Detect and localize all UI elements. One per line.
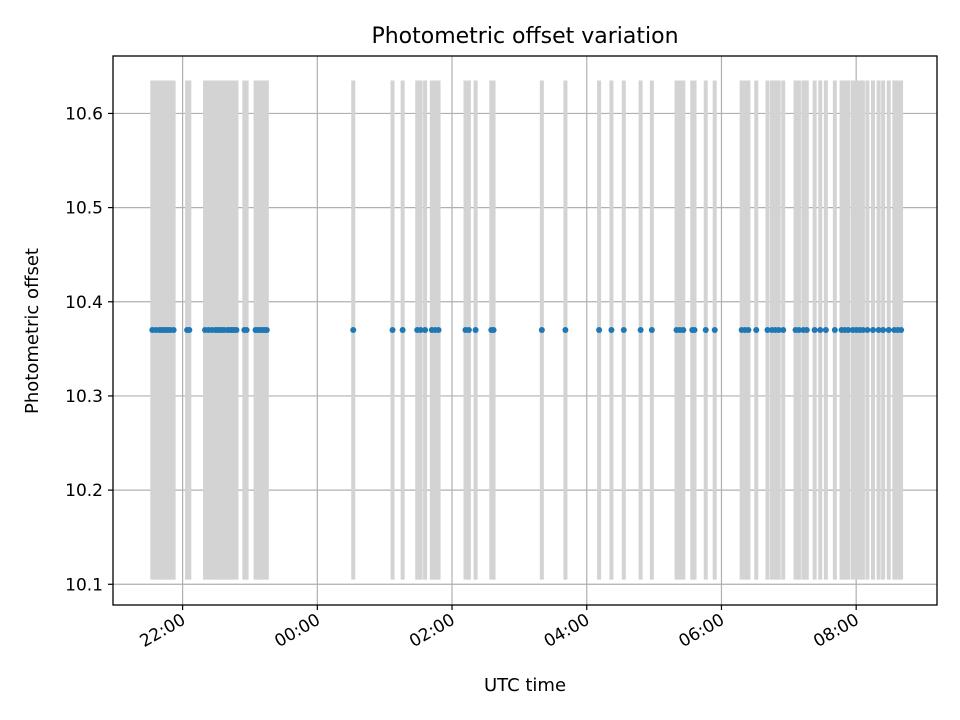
data-point	[817, 327, 824, 334]
data-point	[745, 327, 752, 334]
data-point	[775, 327, 782, 334]
data-point	[753, 327, 760, 334]
data-point	[845, 327, 852, 334]
data-point	[764, 327, 771, 334]
data-point	[465, 327, 472, 334]
y-axis-label: Photometric offset	[22, 248, 43, 414]
data-point	[608, 327, 615, 334]
chart-title: Photometric offset variation	[371, 24, 678, 49]
data-point	[596, 327, 603, 334]
data-point	[711, 327, 718, 334]
y-tick-label: 10.6	[65, 104, 103, 124]
data-point	[803, 327, 810, 334]
y-tick-label: 10.5	[65, 199, 103, 219]
data-point	[490, 327, 497, 334]
data-point	[350, 327, 357, 334]
y-tick-label: 10.3	[65, 387, 103, 407]
data-point	[422, 327, 429, 334]
data-point	[880, 327, 887, 334]
data-point	[822, 327, 829, 334]
data-point	[435, 327, 442, 334]
data-point	[680, 327, 687, 334]
data-points	[149, 327, 905, 334]
data-point	[795, 327, 802, 334]
data-point	[870, 327, 877, 334]
data-point	[831, 327, 838, 334]
plot-frame	[112, 55, 938, 606]
data-point	[538, 327, 545, 334]
y-tick-label: 10.1	[65, 575, 103, 595]
data-point	[263, 327, 270, 334]
data-point	[562, 327, 569, 334]
data-point	[780, 327, 787, 334]
data-point	[691, 327, 698, 334]
data-point	[875, 327, 882, 334]
data-point	[898, 327, 905, 334]
data-point	[648, 327, 655, 334]
x-axis-label: UTC time	[484, 675, 566, 696]
data-point	[399, 327, 406, 334]
data-point	[811, 327, 818, 334]
data-point	[885, 327, 892, 334]
data-point	[637, 327, 644, 334]
y-tick-label: 10.4	[65, 293, 103, 313]
data-point	[702, 327, 709, 334]
data-point	[859, 327, 866, 334]
data-point	[233, 327, 240, 334]
data-point	[620, 327, 627, 334]
data-point	[186, 327, 193, 334]
data-point	[417, 327, 424, 334]
y-axis-ticks: 10.1 10.2 10.3 10.4 10.5 10.6	[65, 104, 113, 595]
y-tick-label: 10.2	[65, 481, 103, 501]
data-point	[170, 327, 177, 334]
data-point	[472, 327, 479, 334]
data-point	[243, 327, 250, 334]
data-point	[389, 327, 396, 334]
data-point	[864, 327, 871, 334]
